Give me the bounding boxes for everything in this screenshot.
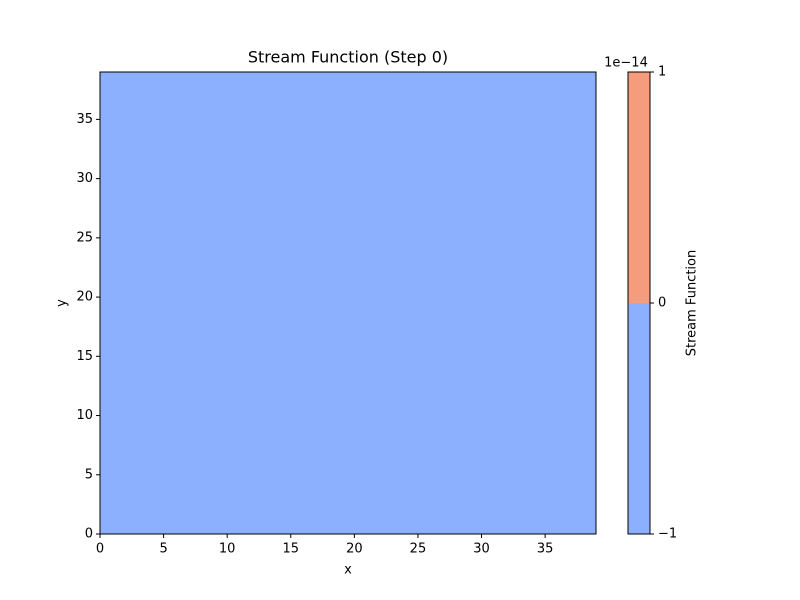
plot-frame <box>99 71 597 535</box>
x-tick-label: 15 <box>282 542 299 557</box>
x-axis-label: x <box>344 563 352 578</box>
x-tick-label: 30 <box>473 542 490 557</box>
colorbar-offset: 1e−14 <box>604 56 648 71</box>
y-tick-label: 20 <box>76 290 93 305</box>
colorbar-label: Stream Function <box>685 250 700 356</box>
colorbar-band <box>628 303 650 534</box>
y-tick-label: 5 <box>85 467 93 482</box>
colorbar-band <box>628 72 650 303</box>
y-axis-label: y <box>55 299 70 307</box>
y-tick-label: 30 <box>76 171 93 186</box>
y-tick-label: 35 <box>76 112 93 127</box>
y-tick-label: 10 <box>76 408 93 423</box>
x-tick-label: 35 <box>537 542 554 557</box>
contour-fill <box>100 72 596 534</box>
y-tick-label: 15 <box>76 349 93 364</box>
x-tick-label: 20 <box>346 542 363 557</box>
x-tick-label: 10 <box>219 542 236 557</box>
colorbar-tick-label: 1 <box>658 65 666 80</box>
colorbar-tick-label: −1 <box>658 527 677 542</box>
y-tick-label: 25 <box>76 230 93 245</box>
x-tick-label: 0 <box>96 542 104 557</box>
x-tick-label: 25 <box>410 542 427 557</box>
x-tick-label: 5 <box>159 542 167 557</box>
chart-title: Stream Function (Step 0) <box>248 48 448 67</box>
y-tick-label: 0 <box>85 527 93 542</box>
colorbar-tick-label: 0 <box>658 296 666 311</box>
